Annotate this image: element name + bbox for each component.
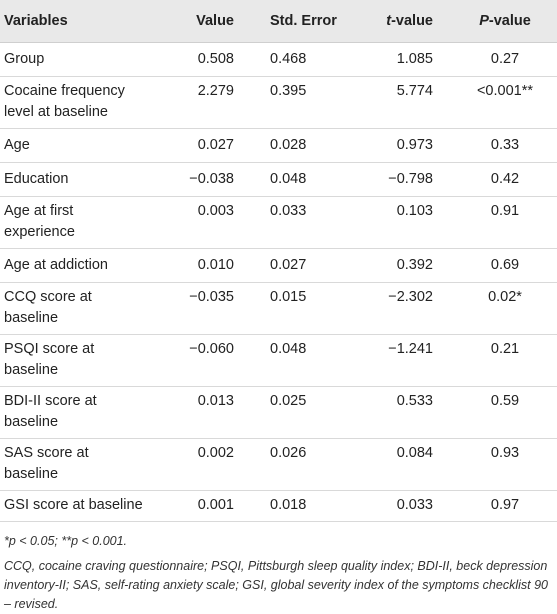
header-p-italic: P xyxy=(479,13,489,29)
cell-variable: CCQ score at baseline xyxy=(0,282,150,335)
cell-value: 0.003 xyxy=(150,196,250,249)
table-row: Education −0.038 0.048 −0.798 0.42 xyxy=(0,162,557,197)
table-row: Age at first experience 0.003 0.033 0.10… xyxy=(0,196,557,249)
table-row: BDI-II score at baseline 0.013 0.025 0.5… xyxy=(0,386,557,439)
header-p-rest: -value xyxy=(488,13,531,29)
cell-p-value: 0.33 xyxy=(453,128,557,163)
cell-p-value: 0.91 xyxy=(453,196,557,249)
cell-variable: Group xyxy=(0,42,150,77)
cell-std-error: 0.018 xyxy=(250,490,358,522)
cell-variable: Age xyxy=(0,128,150,163)
cell-value: 0.508 xyxy=(150,42,250,77)
cell-value: 0.010 xyxy=(150,248,250,283)
cell-std-error: 0.048 xyxy=(250,162,358,197)
cell-t-value: 0.973 xyxy=(358,128,453,163)
cell-variable: SAS score at baseline xyxy=(0,438,150,491)
cell-value: −0.060 xyxy=(150,334,250,387)
cell-p-value: 0.21 xyxy=(453,334,557,387)
cell-p-value: 0.42 xyxy=(453,162,557,197)
table-row: SAS score at baseline 0.002 0.026 0.084 … xyxy=(0,438,557,491)
footnote-abbreviations: CCQ, cocaine craving questionnaire; PSQI… xyxy=(4,559,548,611)
cell-variable: BDI-II score at baseline xyxy=(0,386,150,439)
table-footnotes: *p < 0.05; **p < 0.001. CCQ, cocaine cra… xyxy=(0,522,557,614)
header-p-value: P-value xyxy=(453,0,557,43)
cell-t-value: −0.798 xyxy=(358,162,453,197)
cell-p-value: 0.27 xyxy=(453,42,557,77)
cell-value: 0.001 xyxy=(150,490,250,522)
cell-p-value: <0.001** xyxy=(453,76,557,129)
cell-t-value: 0.533 xyxy=(358,386,453,439)
header-t-italic: t xyxy=(386,13,392,29)
cell-t-value: −2.302 xyxy=(358,282,453,335)
regression-table: Variables Value Std. Error t-value P-val… xyxy=(0,0,557,522)
cell-t-value: 0.033 xyxy=(358,490,453,522)
cell-p-value: 0.69 xyxy=(453,248,557,283)
cell-variable: Age at addiction xyxy=(0,248,150,283)
cell-value: −0.038 xyxy=(150,162,250,197)
header-t-rest: -value xyxy=(391,13,433,29)
cell-t-value: 0.392 xyxy=(358,248,453,283)
cell-value: −0.035 xyxy=(150,282,250,335)
header-std-error: Std. Error xyxy=(250,0,358,43)
cell-t-value: 0.084 xyxy=(358,438,453,491)
cell-t-value: 1.085 xyxy=(358,42,453,77)
cell-t-value: −1.241 xyxy=(358,334,453,387)
cell-variable: Age at first experience xyxy=(0,196,150,249)
cell-std-error: 0.025 xyxy=(250,386,358,439)
table-row: CCQ score at baseline −0.035 0.015 −2.30… xyxy=(0,282,557,335)
cell-std-error: 0.026 xyxy=(250,438,358,491)
table-row: PSQI score at baseline −0.060 0.048 −1.2… xyxy=(0,334,557,387)
cell-variable: PSQI score at baseline xyxy=(0,334,150,387)
cell-variable: GSI score at baseline xyxy=(0,490,150,522)
cell-p-value: 0.93 xyxy=(453,438,557,491)
table-header-row: Variables Value Std. Error t-value P-val… xyxy=(0,0,557,43)
cell-std-error: 0.028 xyxy=(250,128,358,163)
cell-p-value: 0.02* xyxy=(453,282,557,335)
header-t-value: t-value xyxy=(358,0,453,43)
cell-t-value: 5.774 xyxy=(358,76,453,129)
cell-value: 2.279 xyxy=(150,76,250,129)
table-row: Cocaine frequency level at baseline 2.27… xyxy=(0,76,557,129)
cell-value: 0.027 xyxy=(150,128,250,163)
cell-value: 0.013 xyxy=(150,386,250,439)
cell-p-value: 0.97 xyxy=(453,490,557,522)
cell-t-value: 0.103 xyxy=(358,196,453,249)
cell-std-error: 0.395 xyxy=(250,76,358,129)
cell-value: 0.002 xyxy=(150,438,250,491)
cell-std-error: 0.048 xyxy=(250,334,358,387)
table-row: Age 0.027 0.028 0.973 0.33 xyxy=(0,128,557,163)
cell-p-value: 0.59 xyxy=(453,386,557,439)
table-row: Group 0.508 0.468 1.085 0.27 xyxy=(0,42,557,77)
header-variables: Variables xyxy=(0,0,150,43)
header-value: Value xyxy=(150,0,250,43)
footnote-significance: *p < 0.05; **p < 0.001. xyxy=(4,534,128,548)
cell-std-error: 0.468 xyxy=(250,42,358,77)
cell-std-error: 0.015 xyxy=(250,282,358,335)
table-row: Age at addiction 0.010 0.027 0.392 0.69 xyxy=(0,248,557,283)
cell-std-error: 0.033 xyxy=(250,196,358,249)
cell-variable: Education xyxy=(0,162,150,197)
cell-std-error: 0.027 xyxy=(250,248,358,283)
cell-variable: Cocaine frequency level at baseline xyxy=(0,76,150,129)
table-row: GSI score at baseline 0.001 0.018 0.033 … xyxy=(0,490,557,522)
